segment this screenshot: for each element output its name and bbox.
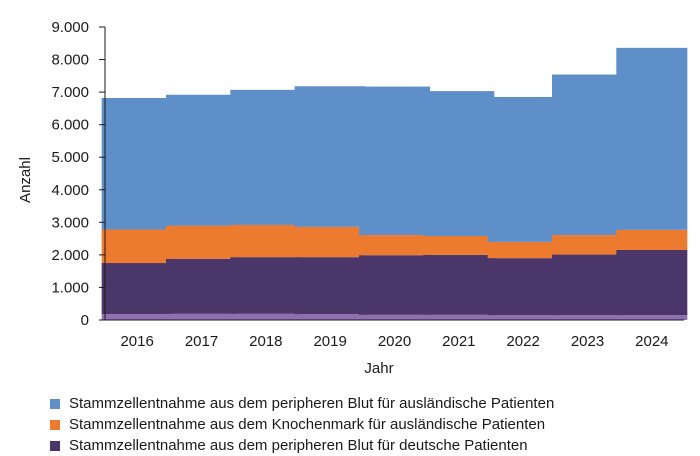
bar-segment-2017-series-1 — [166, 313, 237, 320]
bar-segment-2019-series-1 — [294, 314, 366, 320]
x-tick-label-2024: 2024 — [635, 333, 668, 350]
legend-item: Stammzellentnahme aus dem Knochenmark fü… — [50, 414, 690, 435]
bar-segment-2016-series-4 — [101, 97, 173, 230]
bar-segment-2024-series-1 — [616, 315, 688, 320]
bar-segment-2020-series-2 — [359, 255, 430, 315]
y-tick-label: 1.000 — [51, 279, 89, 296]
bar-segment-2023-series-2 — [552, 254, 623, 316]
x-axis-title: Jahr — [364, 360, 393, 377]
bar-segment-2022-series-3 — [487, 241, 559, 259]
legend-label: Stammzellentnahme aus dem Knochenmark fü… — [69, 416, 546, 433]
bar-segment-2018-series-2 — [230, 257, 302, 314]
bar-segment-2017-series-2 — [166, 258, 237, 314]
y-tick-label: 6.000 — [51, 117, 89, 134]
bar-segment-2021-series-4 — [423, 91, 495, 236]
bar-segment-2018-series-4 — [230, 89, 302, 225]
y-tick-labels: 0 1.000 2.000 3.000 4.000 5.000 6.000 7.000 8.00… — [51, 19, 105, 329]
bar-segment-2019-series-2 — [294, 257, 366, 315]
legend-item: Stammzellentnahme aus dem peripheren Blu… — [50, 393, 690, 414]
x-tick-label-2021: 2021 — [442, 333, 475, 350]
bar-segment-2019-series-4 — [294, 86, 366, 227]
bar-segment-2021-series-2 — [423, 254, 495, 315]
x-tick-labels: 2016 2017 2018 2019 2020 2021 2022 2023 2024 — [120, 333, 668, 350]
legend-item: Stammzellentnahme aus dem peripheren Blu… — [50, 435, 690, 456]
y-axis-title: Anzahl — [17, 157, 34, 203]
y-tick-label: 5.000 — [51, 149, 89, 166]
legend-label: Stammzellentnahme aus dem peripheren Blu… — [69, 395, 555, 412]
bar-segment-2023-series-3 — [552, 235, 623, 255]
bar-segment-2024-series-4 — [616, 47, 688, 230]
bar-segment-2017-series-3 — [166, 225, 237, 259]
x-tick-label-2022: 2022 — [506, 333, 539, 350]
x-tick-label-2016: 2016 — [120, 333, 153, 350]
bar-segment-2023-series-1 — [552, 315, 623, 320]
legend-swatch — [50, 398, 60, 409]
y-tick-label: 0 — [81, 312, 89, 329]
legend-swatch — [50, 419, 60, 430]
bar-segment-2020-series-4 — [359, 86, 430, 236]
bar-segment-2018-series-1 — [230, 313, 302, 320]
bar-segment-2019-series-3 — [294, 226, 366, 258]
bar-segment-2024-series-3 — [616, 229, 688, 250]
bar-segment-2022-series-2 — [487, 258, 559, 316]
bar-segment-2016-series-2 — [101, 263, 173, 315]
x-tick-label-2018: 2018 — [249, 333, 282, 350]
bar-segment-2022-series-4 — [487, 96, 559, 242]
y-tick-label: 7.000 — [51, 84, 89, 101]
bar-segment-2016-series-3 — [101, 229, 173, 264]
bar-segment-2018-series-3 — [230, 224, 302, 258]
bar-segment-2017-series-4 — [166, 94, 237, 226]
x-tick-label-2017: 2017 — [185, 333, 218, 350]
chart-legend: Stammzellentnahme aus dem peripheren Blu… — [50, 393, 690, 456]
bar-segment-2020-series-1 — [359, 314, 430, 320]
y-tick-label: 3.000 — [51, 214, 89, 231]
y-tick-label: 4.000 — [51, 182, 89, 199]
bar-segment-2021-series-3 — [423, 236, 495, 255]
y-tick-label: 8.000 — [51, 52, 89, 69]
bar-segment-2016-series-1 — [101, 314, 173, 320]
y-tick-label: 2.000 — [51, 247, 89, 264]
bar-segment-2023-series-4 — [552, 74, 623, 236]
legend-label: Stammzellentnahme aus dem peripheren Blu… — [69, 437, 528, 454]
axes-group — [104, 27, 684, 321]
y-tick-label: 9.000 — [51, 19, 89, 36]
bars-group — [101, 47, 688, 320]
bar-segment-2020-series-3 — [359, 235, 430, 256]
bar-segment-2024-series-2 — [616, 250, 688, 316]
stacked-bar-chart: 0 1.000 2.000 3.000 4.000 5.000 6.000 7.000 8.00… — [17, 19, 688, 377]
bar-segment-2021-series-1 — [423, 314, 495, 320]
x-tick-label-2023: 2023 — [571, 333, 604, 350]
legend-swatch — [50, 440, 60, 451]
x-tick-label-2019: 2019 — [313, 333, 346, 350]
x-tick-label-2020: 2020 — [378, 333, 411, 350]
bar-segment-2022-series-1 — [487, 315, 559, 320]
